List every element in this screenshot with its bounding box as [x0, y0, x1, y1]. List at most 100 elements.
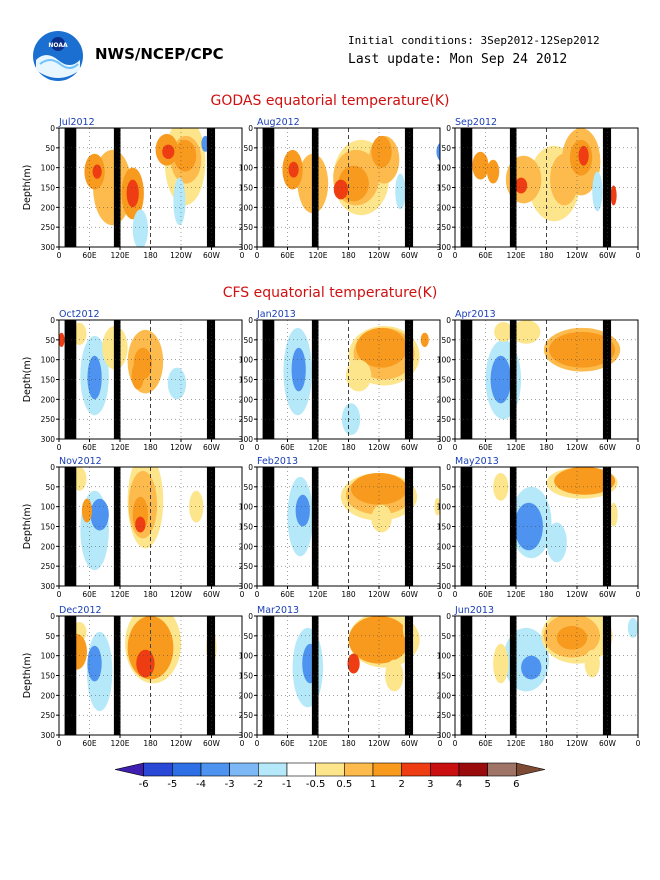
y-tick-label: 0	[248, 612, 253, 621]
anomaly-contour	[592, 171, 603, 212]
x-tick-label: 0	[240, 443, 245, 452]
anomaly-contour	[351, 472, 407, 505]
x-tick-label: 60W	[401, 739, 419, 748]
colorbar-label: 4	[456, 779, 462, 790]
panel-label: Mar2013	[257, 605, 299, 616]
y-tick-label: 300	[239, 582, 254, 591]
y-axis-label: Depth(m)	[22, 504, 33, 550]
colorbar-label: -1	[282, 779, 292, 790]
x-tick-label: 60E	[82, 590, 97, 599]
x-tick-label: 120W	[566, 739, 588, 748]
anomaly-contour	[295, 494, 310, 527]
anomaly-contour	[487, 159, 500, 184]
colorbar-label: -3	[225, 779, 235, 790]
y-tick-label: 0	[248, 463, 253, 472]
initial-conditions: Initial conditions: 3Sep2012-12Sep2012	[348, 34, 600, 47]
anomaly-contour	[92, 164, 102, 179]
anomaly-contour	[131, 361, 144, 390]
y-tick-label: 100	[437, 164, 452, 173]
y-tick-label: 50	[45, 483, 55, 492]
land-mask	[206, 128, 216, 247]
colorbar-swatch	[229, 762, 259, 777]
y-tick-label: 50	[441, 336, 451, 345]
x-tick-label: 60E	[280, 739, 295, 748]
anomaly-contour	[610, 185, 617, 206]
y-tick-label: 50	[45, 336, 55, 345]
godas-section-title: GODAS equatorial temperature(K)	[210, 93, 450, 109]
x-tick-label: 120W	[170, 590, 192, 599]
x-tick-label: 120E	[308, 590, 327, 599]
x-tick-label: 120E	[110, 590, 129, 599]
land-mask	[509, 467, 517, 586]
colorbar-label: 1	[370, 779, 376, 790]
x-tick-label: 0	[255, 251, 260, 260]
y-tick-label: 250	[41, 223, 56, 232]
anomaly-contour	[554, 467, 616, 495]
colorbar: -6 -5 -4 -3 -2 -1 -0.5 0.5 1 2 3 4 5 6	[114, 762, 546, 790]
panel-label: Dec2012	[59, 605, 102, 616]
land-mask	[113, 128, 121, 247]
panel-label: Jul2012	[58, 117, 95, 128]
x-tick-label: 0	[438, 590, 443, 599]
colorbar-label: -5	[167, 779, 177, 790]
colorbar-swatch	[430, 762, 460, 777]
x-tick-label: 60W	[203, 251, 221, 260]
y-tick-label: 100	[437, 652, 452, 661]
y-tick-label: 0	[446, 612, 451, 621]
colorbar-swatch	[458, 762, 488, 777]
colorbar-label: -6	[139, 779, 149, 790]
panel-label: Aug2012	[257, 117, 300, 128]
x-tick-label: 0	[240, 251, 245, 260]
land-mask	[64, 467, 77, 586]
x-tick-label: 0	[453, 739, 458, 748]
y-tick-label: 0	[248, 316, 253, 325]
y-tick-label: 300	[41, 582, 56, 591]
land-mask	[602, 616, 612, 735]
colorbar-swatch	[200, 762, 230, 777]
x-tick-label: 180	[143, 443, 158, 452]
anomaly-contour	[395, 173, 406, 210]
land-mask	[206, 616, 216, 735]
panel-aug2012: 0 60E 120E 180 120W 60W 0 0 50 100 150 200 250 300 Aug…	[239, 117, 443, 260]
y-tick-label: 150	[437, 376, 452, 385]
svg-text:NOAA: NOAA	[48, 42, 68, 49]
land-mask	[311, 616, 319, 735]
colorbar-swatch	[258, 762, 288, 777]
anomaly-contour	[511, 320, 541, 344]
panel-may2013: 0 60E 120E 180 120W 60W 0 0 50 100 150 200 250 300 May…	[437, 456, 641, 599]
land-mask	[64, 128, 77, 247]
x-tick-label: 60W	[401, 590, 419, 599]
x-tick-label: 60W	[203, 739, 221, 748]
anomaly-contour	[494, 321, 513, 342]
land-mask	[311, 320, 319, 439]
x-tick-label: 120E	[506, 739, 525, 748]
land-mask	[262, 320, 275, 439]
x-tick-label: 60W	[599, 251, 617, 260]
y-tick-label: 0	[50, 124, 55, 133]
y-tick-label: 150	[437, 672, 452, 681]
colorbar-swatch	[344, 762, 374, 777]
land-mask	[113, 467, 121, 586]
land-mask	[262, 616, 275, 735]
y-tick-label: 250	[239, 223, 254, 232]
land-mask	[262, 128, 275, 247]
anomaly-contour	[291, 347, 306, 392]
x-tick-label: 60W	[401, 251, 419, 260]
x-tick-label: 120E	[506, 443, 525, 452]
y-tick-label: 300	[239, 243, 254, 252]
x-tick-label: 60E	[478, 251, 493, 260]
colorbar-swatch	[286, 762, 316, 777]
y-tick-label: 50	[441, 483, 451, 492]
land-mask	[602, 467, 612, 586]
land-mask	[206, 320, 216, 439]
panel-label: Feb2013	[257, 456, 298, 467]
x-tick-label: 60E	[82, 739, 97, 748]
anomaly-contour	[173, 177, 186, 226]
x-tick-label: 120E	[110, 739, 129, 748]
anomaly-contour	[521, 655, 542, 680]
y-tick-label: 300	[239, 731, 254, 740]
y-tick-label: 100	[239, 652, 254, 661]
x-tick-label: 0	[255, 443, 260, 452]
y-tick-label: 100	[41, 164, 56, 173]
anomaly-contour	[490, 355, 511, 404]
